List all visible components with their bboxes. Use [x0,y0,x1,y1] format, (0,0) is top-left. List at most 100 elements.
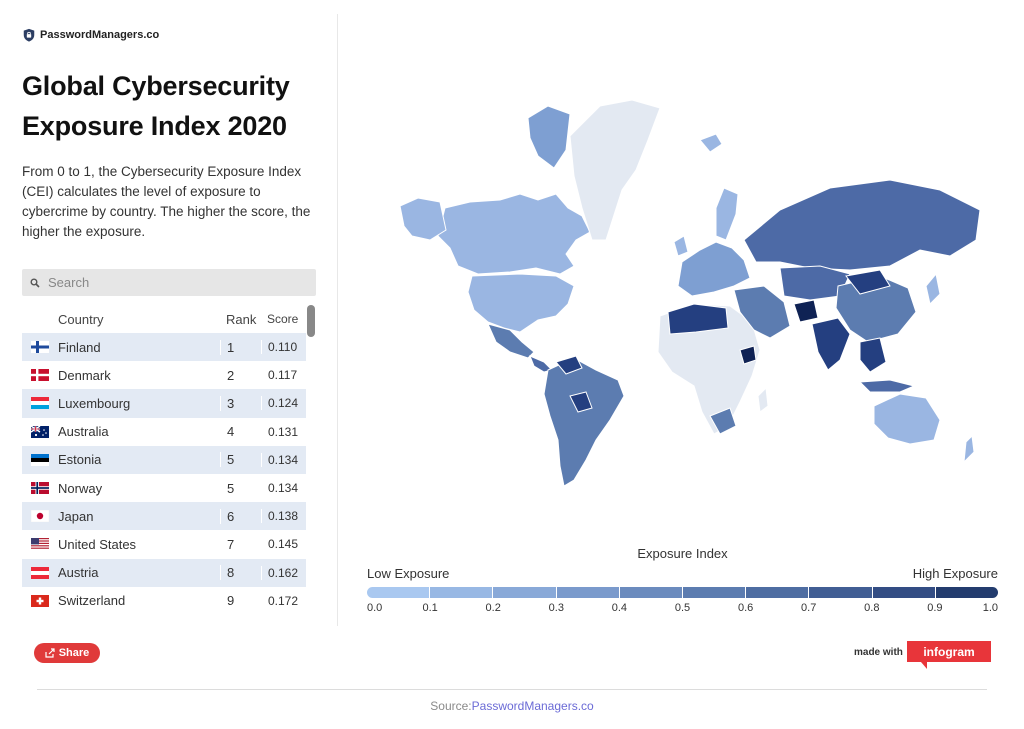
cell-country: Estonia [58,452,102,468]
map-afghanistan[interactable] [793,299,819,323]
legend-tick-label: 0.6 [737,602,754,614]
switzerland-flag-icon [31,594,49,607]
legend-tick-label: 0.1 [422,602,438,614]
infogram-logo[interactable]: infogram [907,641,991,662]
source-link[interactable]: PasswordManagers.co [471,699,594,713]
divider [337,14,338,626]
map-japan[interactable] [925,272,941,305]
map-africa[interactable] [657,303,761,435]
cell-country: Norway [58,480,103,496]
cell-score: 0.110 [261,340,306,355]
map-australia[interactable] [873,393,941,445]
map-indonesia[interactable] [858,379,916,393]
legend-segment [935,587,998,598]
cell-rank: 5 [220,480,261,496]
description: From 0 to 1, the Cybersecurity Exposure … [22,164,311,239]
legend-title: Exposure Index [637,546,728,561]
map-arctic-islands[interactable] [527,105,571,169]
japan-flag-icon [31,510,49,523]
map-bolivia[interactable] [569,391,593,413]
map-venezuela[interactable] [555,355,583,375]
legend-segment [493,587,557,598]
map-russia[interactable] [743,179,981,271]
cell-rank: 8 [220,565,261,581]
norway-flag-icon [31,482,49,495]
map-southeast-asia[interactable] [859,337,887,373]
header-rank[interactable]: Rank [226,311,257,327]
cell-rank: 1 [220,339,261,355]
legend-high-label: High Exposure [912,566,998,581]
map-iceland[interactable] [699,133,723,153]
legend-segment [619,587,684,598]
footer-divider [37,689,987,690]
legend-segment [746,587,810,598]
table-row[interactable]: Australia 4 0.131 [22,418,306,446]
map-mexico[interactable] [487,323,535,359]
map-uk[interactable] [673,235,689,257]
denmark-flag-icon [31,369,49,382]
legend-tick-label: 0.2 [485,602,501,614]
table-row[interactable]: Finland 1 0.110 [22,333,306,362]
legend-segment [556,587,620,598]
search-box[interactable]: Search [22,269,316,296]
map-north-africa[interactable] [667,303,729,335]
map-usa[interactable] [467,273,575,333]
brand-logo: PasswordManagers.co [22,28,322,42]
luxembourg-flag-icon [31,397,49,410]
cell-score: 0.162 [261,565,306,580]
legend-ticks: 0.0 0.1 0.2 0.3 0.4 0.5 0.6 0.7 0.8 0.9 1.0 [367,602,998,616]
made-with-label: made with [854,647,903,658]
legend-tick-label: 1.0 [982,602,998,614]
table-row[interactable]: United States 7 0.145 [22,530,306,558]
map-scandinavia[interactable] [715,187,739,241]
search-input[interactable]: Search [48,275,90,290]
table-row[interactable]: Luxembourg 3 0.124 [22,389,306,418]
cell-rank: 6 [220,508,261,524]
estonia-flag-icon [31,453,49,466]
finland-flag-icon [31,341,49,354]
cell-rank: 2 [220,367,261,383]
cell-score: 0.131 [261,424,306,439]
brand-name: PasswordManagers.co [40,29,160,41]
world-map[interactable] [360,90,1000,500]
map-india[interactable] [811,317,851,371]
map-europe[interactable] [677,241,751,297]
cell-score: 0.124 [261,396,306,411]
legend-tick-label: 0.9 [927,602,943,614]
legend-tick-label: 0.7 [801,602,817,614]
share-button[interactable]: Share [34,643,100,663]
table-row[interactable]: Denmark 2 0.117 [22,361,306,389]
source-prefix: Source: [430,699,472,713]
table-header: Country Rank Score [22,305,306,333]
share-label: Share [58,647,90,659]
map-new-zealand[interactable] [963,434,975,464]
header-country[interactable]: Country [58,311,104,327]
cell-country: Australia [58,424,109,440]
cell-rank: 4 [220,424,261,440]
map-china[interactable] [835,275,917,343]
map-madagascar[interactable] [757,386,769,413]
table-row[interactable]: Estonia 5 0.134 [22,445,306,474]
table-row[interactable]: Switzerland 9 0.172 [22,587,306,615]
map-south-america[interactable] [543,357,625,487]
left-panel: PasswordManagers.co Global Cybersecurity… [22,28,322,242]
header-score[interactable]: Score [267,312,299,326]
map-middle-east[interactable] [733,285,791,339]
australia-flag-icon [31,425,49,438]
map-canada[interactable] [437,193,591,275]
map-southern-africa[interactable] [709,407,737,435]
table-body: Finland 1 0.110 Denmark 2 0.117 Luxembourg 3 0.1… [22,333,306,615]
legend-segment [683,587,747,598]
table-row[interactable]: Austria 8 0.162 [22,558,306,587]
cell-rank: 7 [220,536,261,552]
legend-tick-label: 0.5 [674,602,691,614]
table-scrollbar[interactable] [307,305,315,337]
map-greenland[interactable] [569,99,661,241]
table-row[interactable]: Japan 6 0.138 [22,502,306,531]
table-row[interactable]: Norway 5 0.134 [22,474,306,502]
cell-score: 0.138 [261,509,306,524]
map-ethiopia[interactable] [739,345,757,365]
map-mongolia[interactable] [845,269,891,295]
cell-country: Austria [58,565,99,581]
map-alaska[interactable] [399,197,447,241]
